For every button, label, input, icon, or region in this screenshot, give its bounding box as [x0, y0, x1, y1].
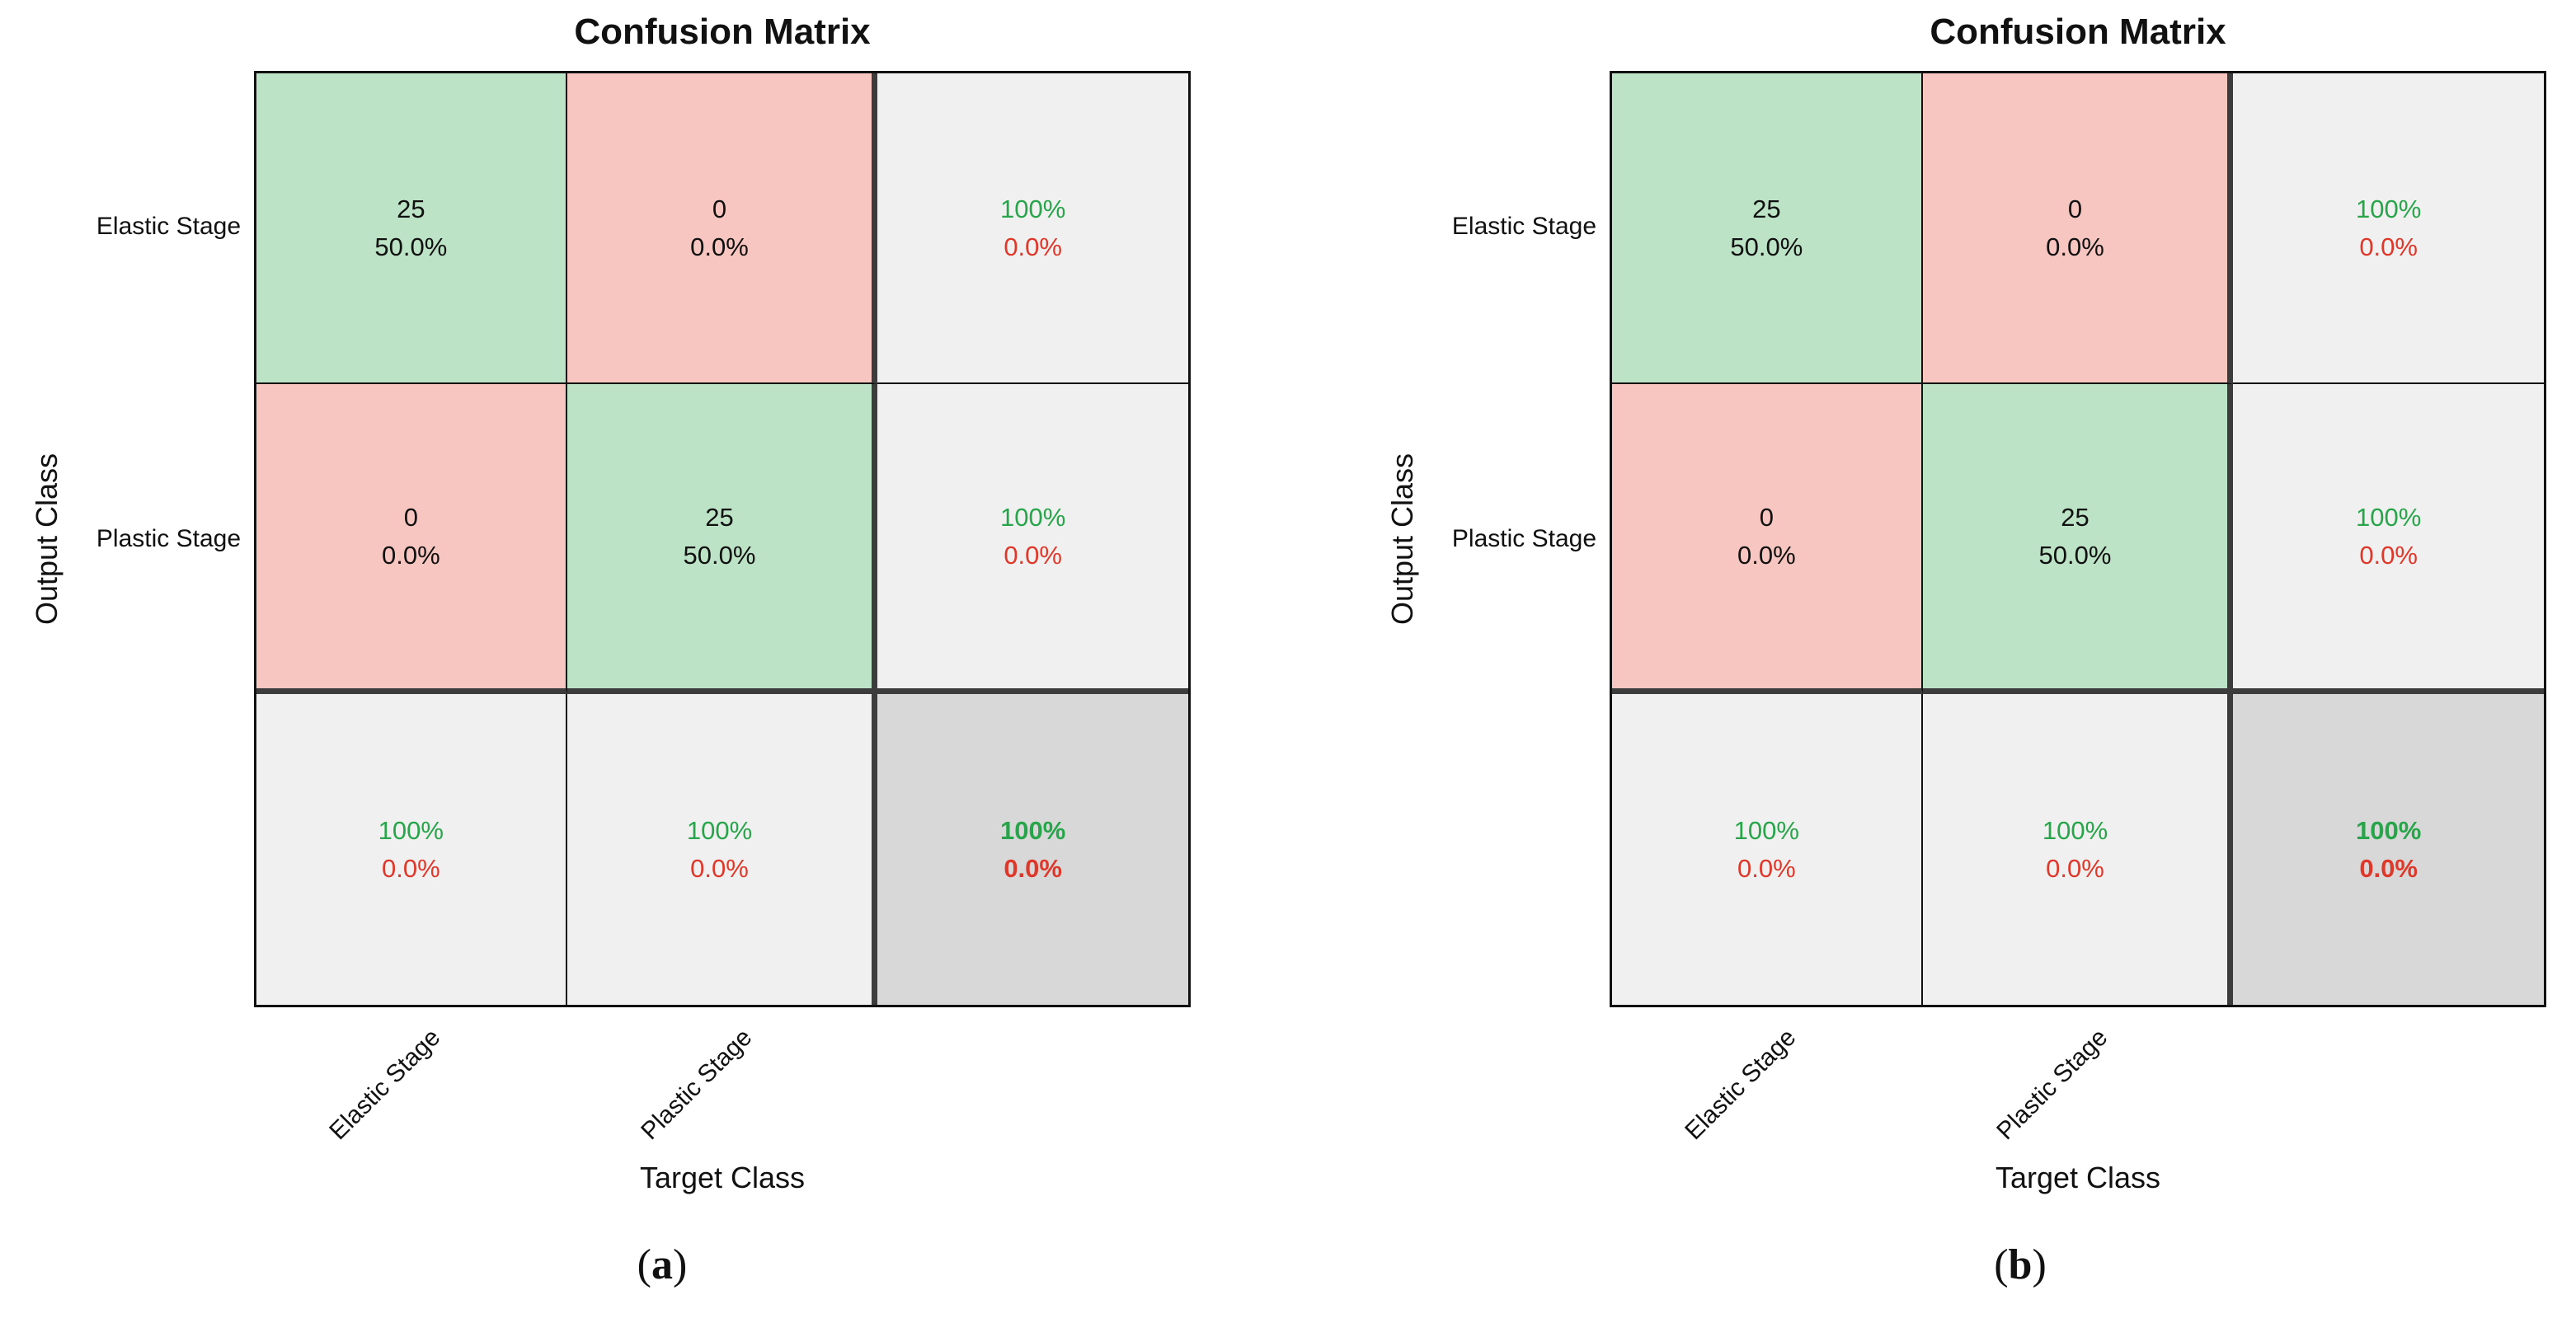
- panel-a-cell-r0c2: 100% 0.0%: [877, 73, 1188, 384]
- panel-a-title: Confusion Matrix: [574, 12, 871, 52]
- panel-a-letter: (a): [637, 1241, 688, 1288]
- panel-a-cell-r1c0: 0 0.0%: [256, 383, 567, 695]
- panel-a-cell-r0c0: 25 50.0%: [256, 73, 567, 384]
- panel-a-row-tick-plastic: Plastic Stage: [96, 525, 241, 552]
- panel-b-cell-r0c1: 0 0.0%: [1922, 73, 2234, 384]
- panel-a-cell-r1c2: 100% 0.0%: [877, 383, 1188, 695]
- panel-a-cell-r2c0: 100% 0.0%: [256, 694, 567, 1005]
- panel-a-cell-r1c1: 25 50.0%: [566, 383, 878, 695]
- panel-b-row-tick-plastic: Plastic Stage: [1451, 525, 1596, 552]
- panel-a-cell-r0c1: 0 0.0%: [566, 73, 878, 384]
- panel-a-cell-r2c1: 100% 0.0%: [566, 694, 878, 1005]
- panel-a-x-axis-label: Target Class: [639, 1161, 806, 1194]
- panel-b-title: Confusion Matrix: [1930, 12, 2226, 52]
- panel-b-cell-r1c1: 25 50.0%: [1922, 383, 2234, 695]
- panel-a-row-tick-elastic: Elastic Stage: [96, 213, 241, 240]
- panel-b-cell-r2c0: 100% 0.0%: [1612, 694, 1923, 1005]
- panel-b-cell-r0c2: 100% 0.0%: [2233, 73, 2544, 384]
- panel-b-cell-r0c0: 25 50.0%: [1612, 73, 1923, 384]
- panel-b-cell-r2c1: 100% 0.0%: [1922, 694, 2234, 1005]
- panel-b-cell-r2c2: 100% 0.0%: [2233, 694, 2544, 1005]
- panel-a-matrix-grid: 25 50.0% 0 0.0% 100% 0.0% 0 0.0% 25 50.0% 100…: [254, 71, 1191, 1007]
- panel-b-letter: (b): [1994, 1241, 2047, 1288]
- panel-b-x-axis-label: Target Class: [1995, 1161, 2161, 1194]
- panel-b-matrix-grid: 25 50.0% 0 0.0% 100% 0.0% 0 0.0% 25 50.0% 100…: [1610, 71, 2546, 1007]
- panel-b-row-tick-elastic: Elastic Stage: [1451, 213, 1596, 240]
- panel-b-cell-r1c0: 0 0.0%: [1612, 383, 1923, 695]
- panel-a-cell-r2c2: 100% 0.0%: [877, 694, 1188, 1005]
- panel-b-cell-r1c2: 100% 0.0%: [2233, 383, 2544, 695]
